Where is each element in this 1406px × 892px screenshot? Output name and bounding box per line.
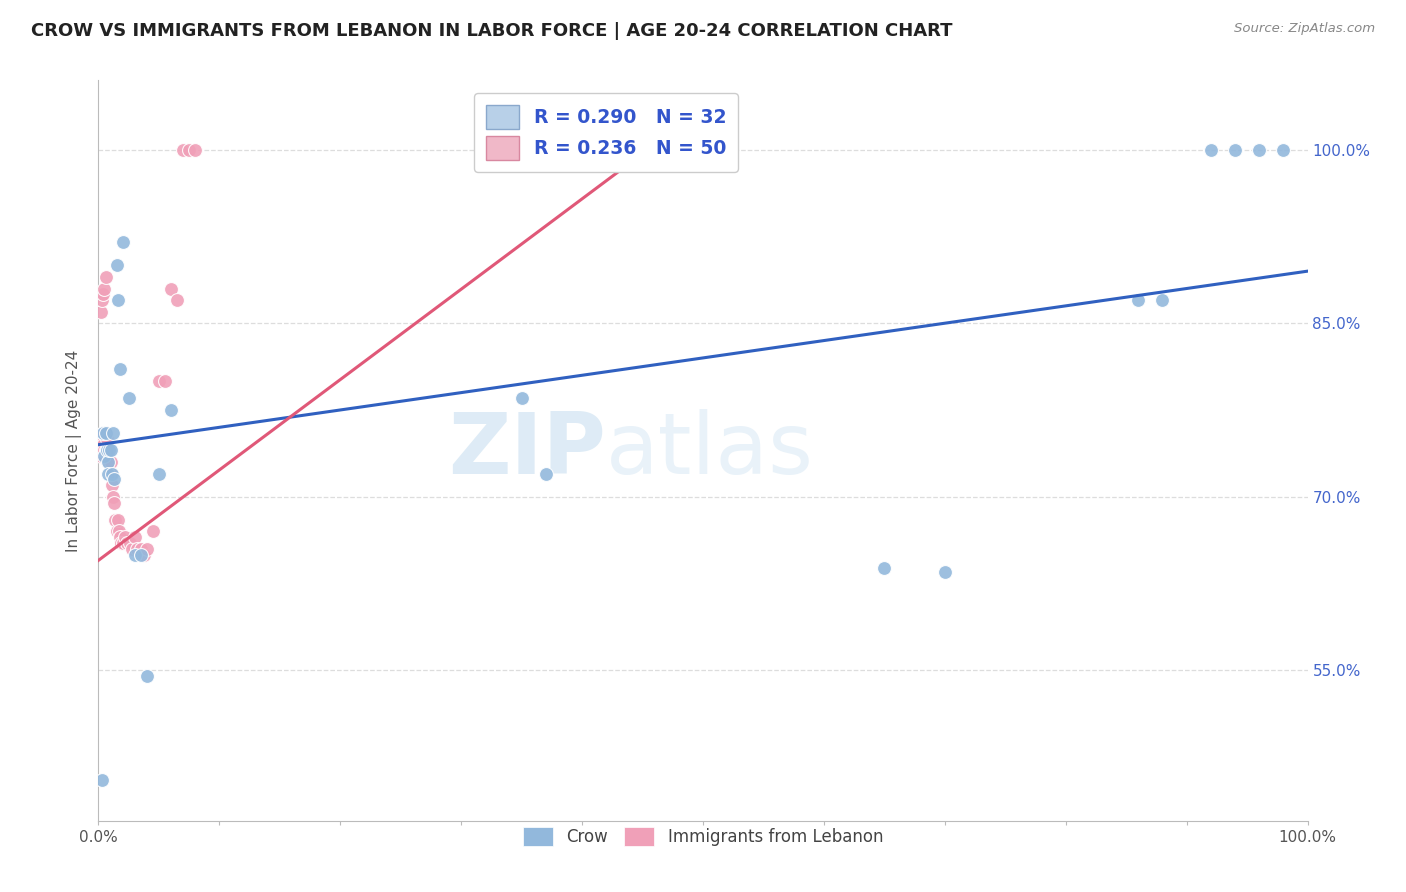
- Point: [94, 443, 117, 458]
- Point: [91, 426, 114, 441]
- Point: [96, 432, 118, 446]
- Point: [934, 565, 956, 579]
- Point: [90, 443, 112, 458]
- Point: [160, 403, 183, 417]
- Point: [97, 455, 120, 469]
- Point: [127, 541, 149, 556]
- Point: [111, 536, 134, 550]
- Point: [90, 449, 112, 463]
- Point: [1223, 143, 1246, 157]
- Point: [97, 467, 120, 481]
- Point: [142, 524, 165, 539]
- Point: [108, 524, 131, 539]
- Point: [124, 530, 146, 544]
- Point: [1272, 143, 1295, 157]
- Point: [91, 293, 114, 307]
- Point: [96, 443, 118, 458]
- Text: Source: ZipAtlas.com: Source: ZipAtlas.com: [1234, 22, 1375, 36]
- Point: [135, 541, 157, 556]
- Point: [100, 467, 122, 481]
- Point: [103, 472, 125, 486]
- Point: [534, 467, 557, 481]
- Point: [148, 374, 170, 388]
- Point: [91, 432, 114, 446]
- Point: [93, 449, 115, 463]
- Point: [118, 536, 141, 550]
- Point: [179, 143, 201, 157]
- Point: [94, 426, 117, 441]
- Point: [91, 443, 114, 458]
- Point: [94, 269, 117, 284]
- Point: [117, 536, 139, 550]
- Point: [94, 426, 117, 441]
- Point: [129, 548, 152, 562]
- Text: atlas: atlas: [606, 409, 814, 492]
- Point: [96, 443, 118, 458]
- Point: [104, 513, 127, 527]
- Point: [134, 548, 156, 562]
- Point: [91, 438, 114, 452]
- Point: [100, 478, 122, 492]
- Point: [97, 443, 120, 458]
- Point: [114, 530, 136, 544]
- Y-axis label: In Labor Force | Age 20-24: In Labor Force | Age 20-24: [66, 350, 83, 551]
- Legend: Crow, Immigrants from Lebanon: Crow, Immigrants from Lebanon: [516, 821, 890, 853]
- Point: [121, 541, 143, 556]
- Point: [100, 443, 122, 458]
- Point: [93, 426, 115, 441]
- Point: [153, 374, 176, 388]
- Point: [129, 541, 152, 556]
- Text: ZIP: ZIP: [449, 409, 606, 492]
- Point: [91, 773, 114, 788]
- Point: [93, 281, 115, 295]
- Point: [93, 443, 115, 458]
- Point: [103, 495, 125, 509]
- Point: [107, 513, 129, 527]
- Point: [105, 259, 128, 273]
- Point: [160, 281, 183, 295]
- Point: [111, 235, 134, 250]
- Point: [118, 392, 141, 406]
- Point: [148, 467, 170, 481]
- Point: [172, 143, 194, 157]
- Point: [510, 392, 533, 406]
- Point: [89, 443, 111, 458]
- Point: [873, 561, 896, 575]
- Point: [108, 530, 131, 544]
- Point: [105, 524, 128, 539]
- Point: [110, 536, 132, 550]
- Point: [124, 548, 146, 562]
- Point: [101, 490, 124, 504]
- Point: [100, 467, 122, 481]
- Point: [1152, 293, 1174, 307]
- Point: [184, 143, 207, 157]
- Point: [107, 293, 129, 307]
- Text: CROW VS IMMIGRANTS FROM LEBANON IN LABOR FORCE | AGE 20-24 CORRELATION CHART: CROW VS IMMIGRANTS FROM LEBANON IN LABOR…: [31, 22, 952, 40]
- Point: [97, 455, 120, 469]
- Point: [100, 455, 122, 469]
- Point: [1249, 143, 1271, 157]
- Point: [1128, 293, 1150, 307]
- Point: [98, 443, 121, 458]
- Point: [166, 293, 188, 307]
- Point: [108, 362, 131, 376]
- Point: [135, 669, 157, 683]
- Point: [90, 304, 112, 318]
- Point: [98, 455, 121, 469]
- Point: [1199, 143, 1222, 157]
- Point: [91, 287, 114, 301]
- Point: [91, 426, 114, 441]
- Point: [101, 426, 124, 441]
